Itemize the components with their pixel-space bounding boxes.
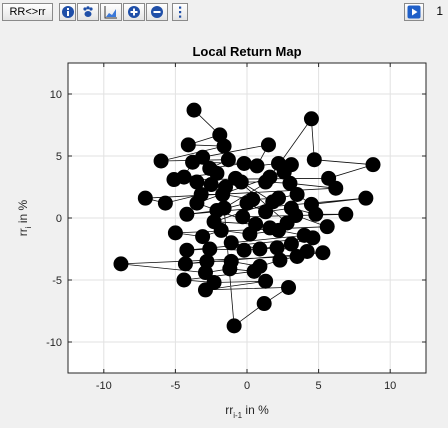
zoom-out-icon — [151, 6, 163, 18]
data-point-12 — [260, 137, 276, 153]
data-point-4 — [153, 153, 169, 169]
x-axis-label: rri-1 in % — [225, 403, 269, 420]
y-tick-label-0: -10 — [46, 337, 62, 349]
data-point-84 — [189, 195, 205, 211]
data-point-40 — [239, 195, 255, 211]
data-point-7 — [236, 155, 252, 171]
data-point-70 — [289, 248, 305, 264]
paw-icon — [83, 6, 93, 17]
data-point-79 — [281, 279, 297, 295]
data-point-62 — [269, 240, 285, 256]
data-point-78 — [197, 282, 213, 298]
data-point-28 — [328, 180, 344, 196]
data-point-18 — [306, 152, 322, 168]
data-point-49 — [167, 225, 183, 241]
data-point-43 — [308, 206, 324, 222]
data-point-29 — [137, 190, 153, 206]
data-point-86 — [206, 214, 222, 230]
data-point-5 — [220, 152, 236, 168]
data-point-60 — [202, 241, 218, 257]
data-point-88 — [228, 170, 244, 186]
info-button[interactable] — [59, 3, 76, 21]
data-point-48 — [319, 219, 335, 235]
play-icon — [407, 5, 421, 19]
data-point-81 — [226, 318, 242, 334]
data-point-19 — [365, 157, 381, 173]
data-point-56 — [252, 241, 268, 257]
x-tick-label-2: 0 — [244, 380, 250, 392]
data-point-44 — [338, 206, 354, 222]
zoom-in-button[interactable] — [123, 3, 145, 21]
data-point-61 — [236, 242, 252, 258]
x-tick-label-4: 10 — [384, 380, 396, 392]
data-point-26 — [258, 174, 274, 190]
data-point-38 — [179, 206, 195, 222]
brush-button[interactable] — [77, 3, 99, 21]
area-plot-icon — [104, 6, 117, 19]
y-tick-label-1: -5 — [52, 275, 62, 287]
plot-button[interactable] — [100, 3, 122, 21]
data-point-22 — [189, 174, 205, 190]
y-axis-label: rri in % — [16, 199, 33, 236]
data-point-11 — [195, 149, 211, 165]
y-tick-label-2: 0 — [56, 213, 62, 225]
more-vertical-icon — [179, 6, 182, 18]
y-tick-label-4: 10 — [50, 89, 62, 101]
axis-ticks: -10 -5 0 5 10 -10 -5 0 5 10 — [46, 63, 426, 392]
data-point-83 — [276, 164, 292, 180]
x-tick-label-0: -10 — [96, 380, 112, 392]
data-point-13 — [249, 158, 265, 174]
data-point-37 — [358, 190, 374, 206]
data-point-69 — [272, 252, 288, 268]
data-point-65 — [177, 256, 193, 272]
data-point-2 — [180, 137, 196, 153]
data-point-27 — [282, 175, 298, 191]
data-point-59 — [179, 242, 195, 258]
chart-title: Local Return Map — [192, 44, 301, 59]
data-point-71 — [113, 256, 129, 272]
data-point-58 — [305, 230, 321, 246]
data-point-74 — [246, 263, 262, 279]
data-point-73 — [222, 261, 238, 277]
data-point-85 — [248, 216, 264, 232]
data-point-23 — [203, 177, 219, 193]
frame-counter: 1 — [436, 4, 443, 18]
more-button[interactable] — [172, 3, 188, 21]
data-point-57 — [283, 236, 299, 252]
data-point-50 — [195, 229, 211, 245]
x-tick-label-3: 5 — [316, 380, 322, 392]
mode-toggle-button[interactable]: RR<>rr — [2, 3, 53, 21]
data-markers — [113, 102, 381, 334]
data-point-72 — [197, 265, 213, 281]
data-point-89 — [279, 215, 295, 231]
data-point-45 — [235, 209, 251, 225]
data-point-10 — [209, 165, 225, 181]
data-point-55 — [223, 235, 239, 251]
play-button[interactable] — [404, 3, 424, 21]
data-point-75 — [176, 272, 192, 288]
data-point-64 — [315, 245, 331, 261]
toolbar: RR<>rr — [0, 0, 448, 24]
data-point-17 — [303, 111, 319, 127]
y-tick-label-3: 5 — [56, 151, 62, 163]
data-point-3 — [216, 138, 232, 154]
data-point-21 — [166, 172, 182, 188]
zoom-out-button[interactable] — [146, 3, 168, 21]
info-icon — [61, 6, 74, 18]
x-tick-label-1: -5 — [171, 380, 181, 392]
chart-area: -10 -5 0 5 10 -10 -5 0 5 10 Local Return Map rri-… — [0, 24, 448, 428]
data-point-82 — [216, 200, 232, 216]
data-point-87 — [265, 194, 281, 210]
data-point-77 — [258, 273, 274, 289]
data-point-30 — [157, 195, 173, 211]
data-point-0 — [186, 102, 202, 118]
data-point-32 — [215, 186, 231, 202]
data-point-80 — [256, 296, 272, 312]
zoom-in-icon — [128, 6, 140, 18]
data-point-35 — [289, 186, 305, 202]
data-point-66 — [199, 253, 215, 269]
